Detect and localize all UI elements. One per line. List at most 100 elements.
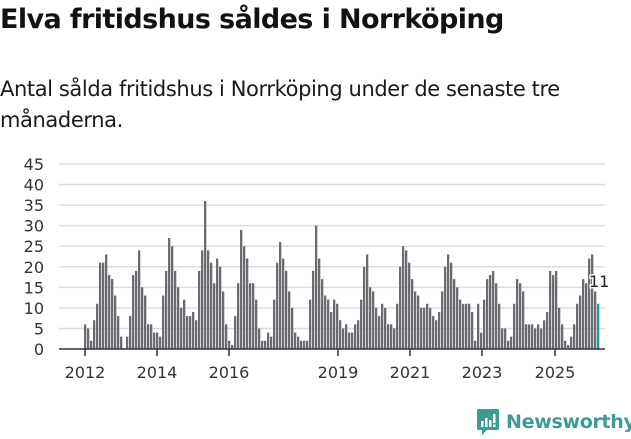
bar — [117, 316, 120, 349]
bars — [84, 201, 600, 349]
bar — [546, 312, 549, 349]
bar — [147, 324, 150, 349]
bar — [510, 336, 513, 349]
bar — [411, 279, 414, 349]
bar — [534, 328, 537, 349]
bar — [168, 238, 171, 349]
bar — [495, 283, 498, 349]
bar — [357, 320, 360, 349]
bar — [270, 336, 273, 349]
bar — [180, 307, 183, 349]
bar — [186, 316, 189, 349]
bar — [378, 316, 381, 349]
bar — [219, 266, 222, 349]
bar — [321, 279, 324, 349]
bar — [540, 328, 543, 349]
bar — [339, 320, 342, 349]
y-tick-label: 0 — [34, 340, 44, 359]
chart-subtitle: Antal sålda fritidshus i Norrköping unde… — [0, 77, 560, 132]
bar — [348, 332, 351, 349]
bar — [555, 270, 558, 349]
bar — [567, 344, 570, 349]
gridlines — [59, 163, 605, 330]
bar — [501, 328, 504, 349]
bar — [450, 262, 453, 349]
bar — [381, 303, 384, 349]
bar — [486, 279, 489, 349]
bar — [324, 295, 327, 349]
bar — [306, 340, 309, 349]
bar — [93, 320, 96, 349]
bar — [429, 307, 432, 349]
bar — [423, 307, 426, 349]
chart-logo-icon — [477, 409, 499, 435]
bar — [366, 254, 369, 349]
bar — [402, 246, 405, 349]
bar — [564, 340, 567, 349]
bar — [144, 295, 147, 349]
bar — [408, 262, 411, 349]
bar — [159, 336, 162, 349]
bar — [228, 340, 231, 349]
y-tick-label: 45 — [24, 155, 44, 174]
bar — [435, 320, 438, 349]
bar — [459, 299, 462, 349]
bar — [549, 270, 552, 349]
bar — [120, 336, 123, 349]
bar — [153, 332, 156, 349]
bar — [453, 279, 456, 349]
bar — [294, 332, 297, 349]
bar — [111, 279, 114, 349]
y-tick-label: 30 — [24, 217, 44, 236]
bar — [156, 332, 159, 349]
bar — [291, 307, 294, 349]
bar — [561, 324, 564, 349]
bar — [132, 275, 135, 349]
bar — [420, 307, 423, 349]
bar — [252, 283, 255, 349]
bar — [183, 299, 186, 349]
bar — [432, 316, 435, 349]
bar — [345, 324, 348, 349]
bar — [309, 299, 312, 349]
x-tick-label: 2023 — [462, 363, 503, 382]
bar — [579, 295, 582, 349]
bar — [390, 324, 393, 349]
bar — [375, 307, 378, 349]
bar — [177, 287, 180, 349]
y-tick-label: 15 — [24, 278, 44, 297]
bar — [300, 340, 303, 349]
bar — [465, 303, 468, 349]
bar — [336, 303, 339, 349]
bar — [513, 303, 516, 349]
bar — [138, 250, 141, 349]
bar — [231, 344, 234, 349]
bar — [441, 291, 444, 349]
bar — [477, 303, 480, 349]
bar — [531, 324, 534, 349]
bar — [330, 312, 333, 349]
bar — [135, 270, 138, 349]
x-tick-label: 2025 — [535, 363, 576, 382]
bar — [234, 316, 237, 349]
bar — [108, 275, 111, 349]
bar — [552, 275, 555, 349]
x-axis-labels: 2012 2014 2016 2019 2021 2023 2025 — [65, 349, 576, 382]
annotation-label: 11 — [589, 272, 609, 291]
bar — [537, 324, 540, 349]
y-tick-label: 40 — [24, 176, 44, 195]
bar — [225, 324, 228, 349]
bar — [351, 332, 354, 349]
bar — [474, 340, 477, 349]
bar — [240, 229, 243, 349]
bar — [468, 303, 471, 349]
x-tick-label: 2014 — [137, 363, 178, 382]
bar — [372, 291, 375, 349]
bar — [327, 299, 330, 349]
bar — [204, 201, 207, 349]
bar — [264, 340, 267, 349]
y-tick-label: 10 — [24, 299, 44, 318]
y-tick-label: 20 — [24, 258, 44, 277]
bar — [210, 262, 213, 349]
